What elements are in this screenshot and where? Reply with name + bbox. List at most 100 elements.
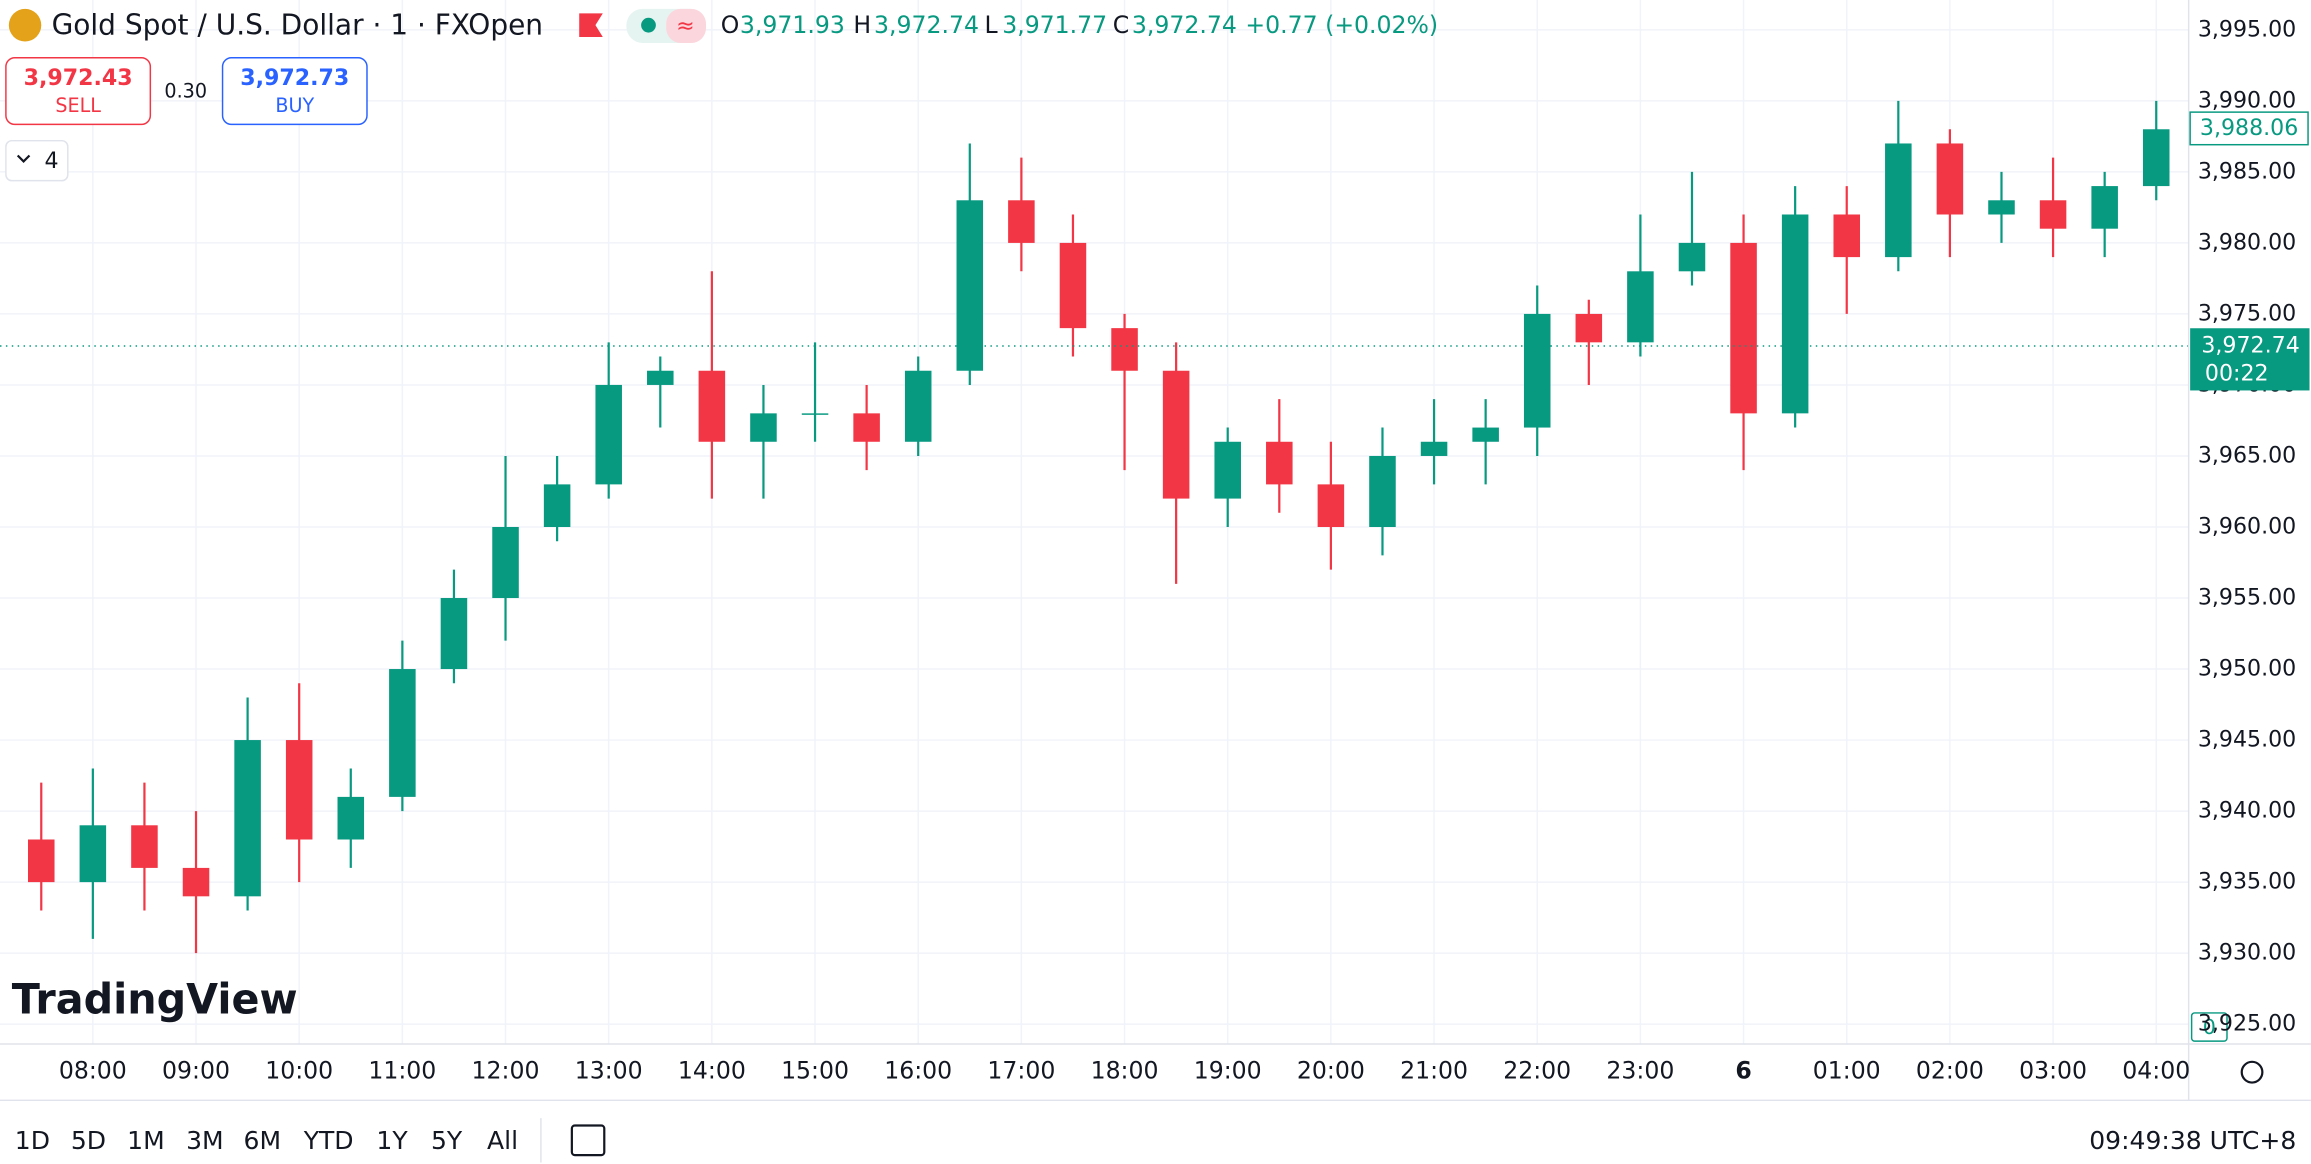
x-tick-label: 02:00 <box>1916 1057 1984 1085</box>
x-tick-label: 14:00 <box>678 1057 746 1085</box>
buy-price[interactable]: 3,972.73 <box>240 65 349 91</box>
range-button[interactable]: All <box>487 1126 518 1155</box>
y-tick-label: 3,980.00 <box>2198 229 2296 255</box>
sell-price[interactable]: 3,972.43 <box>24 65 133 91</box>
market-dot <box>641 17 656 33</box>
x-tick-label: 22:00 <box>1503 1057 1571 1085</box>
candle-body <box>440 598 468 670</box>
buy-box[interactable] <box>221 57 368 126</box>
x-tick-label: 21:00 <box>1400 1057 1468 1085</box>
ohlc-key: H <box>853 11 871 39</box>
y-tick-label: 3,930.00 <box>2198 940 2296 966</box>
buy-button[interactable]: 3,972.73 BUY <box>221 57 368 126</box>
candle-body <box>28 839 55 883</box>
x-tick-label: 18:00 <box>1091 1057 1159 1085</box>
range-button[interactable]: 1M <box>127 1126 165 1155</box>
sell-label[interactable]: SELL <box>55 94 101 117</box>
candle-body <box>750 413 777 442</box>
last-price-tag <box>2190 328 2310 391</box>
buy-label[interactable]: BUY <box>275 94 314 117</box>
candle-body <box>1730 242 1757 414</box>
y-tick-label: 3,940.00 <box>2198 798 2296 824</box>
settings-icon[interactable] <box>2240 1060 2264 1084</box>
candle-body <box>492 526 519 599</box>
status-icon: ≈ <box>676 13 695 39</box>
clock: 09:49:38 UTC+8 <box>2089 1126 2296 1155</box>
ohlc-value: 3,971.93 <box>740 11 845 39</box>
x-tick-label: 10:00 <box>265 1057 333 1085</box>
ohlc-value: 3,972.74 <box>1132 11 1237 39</box>
symbol-icon <box>8 8 42 42</box>
x-tick-label: 09:00 <box>162 1057 230 1085</box>
x-tick-label: 03:00 <box>2019 1057 2087 1085</box>
candle-body <box>2091 186 2118 229</box>
candle-body <box>1833 214 1861 258</box>
y-tick-label: 3,955.00 <box>2198 584 2296 610</box>
ohlc-key: O <box>721 11 740 39</box>
x-tick-label: 13:00 <box>575 1057 643 1085</box>
ohlc-value: 3,971.77 <box>1002 11 1107 39</box>
x-tick-label: 01:00 <box>1813 1057 1881 1085</box>
range-button[interactable]: 5D <box>71 1126 106 1155</box>
y-tick-label: 3,945.00 <box>2198 727 2296 753</box>
candle-body <box>1059 242 1087 329</box>
ohlc-value: 3,972.74 <box>874 11 979 39</box>
y-tick-label: 3,985.00 <box>2198 158 2296 184</box>
candle-body <box>1575 313 1603 343</box>
candle-body <box>2039 200 2067 229</box>
y-tick-label: 3,950.00 <box>2198 656 2296 682</box>
x-tick-label: 04:00 <box>2122 1057 2190 1085</box>
candle-body <box>853 413 880 442</box>
candle-body <box>647 370 674 385</box>
x-tick-label: 23:00 <box>1606 1057 1674 1085</box>
ohlc-key: C <box>1113 11 1129 39</box>
logo: TradingView <box>12 976 298 1024</box>
y-tick-label: 3,935.00 <box>2198 869 2296 895</box>
spread: 0.30 <box>164 79 207 102</box>
candle-body <box>2142 129 2170 187</box>
x-tick-label: 20:00 <box>1297 1057 1365 1085</box>
volume-label: 0 <box>2203 1015 2216 1039</box>
candle-body <box>1317 484 1345 527</box>
last-price-label: 3,972.74 <box>2201 332 2299 358</box>
candle-body <box>131 825 158 868</box>
candle-body <box>79 825 107 883</box>
symbol-title: Gold Spot / U.S. Dollar · 1 · FXOpen <box>52 9 543 42</box>
indicator-count[interactable]: 4 <box>45 148 59 174</box>
range-button[interactable]: 5Y <box>431 1126 463 1155</box>
high-marker-tag <box>2189 111 2309 146</box>
candle-body <box>1885 143 1912 258</box>
high-marker-label: 3,988.06 <box>2200 115 2298 141</box>
sell-box[interactable] <box>5 57 152 126</box>
countdown: 00:22 <box>2205 361 2269 387</box>
candle-body <box>1369 455 1396 527</box>
candle-body <box>1008 200 1035 243</box>
range-button[interactable]: 1D <box>15 1126 50 1155</box>
x-tick-label: 19:00 <box>1194 1057 1262 1085</box>
candle-body <box>595 384 622 485</box>
candle-body <box>1627 271 1654 343</box>
candle-body <box>234 740 261 897</box>
range-button[interactable]: 6M <box>244 1126 282 1155</box>
range-button[interactable]: 3M <box>186 1126 224 1155</box>
range-button[interactable]: 1Y <box>376 1126 408 1155</box>
y-tick-label: 3,965.00 <box>2198 442 2296 468</box>
y-tick-label: 3,975.00 <box>2198 300 2296 326</box>
x-tick-label: 08:00 <box>59 1057 127 1085</box>
candle-body <box>956 200 984 371</box>
y-tick-label: 3,995.00 <box>2198 16 2296 42</box>
x-tick-label: 6 <box>1735 1057 1751 1085</box>
indicator-toggle[interactable] <box>5 139 69 182</box>
range-button[interactable]: YTD <box>303 1126 354 1155</box>
volume-tag <box>2190 1012 2228 1042</box>
y-tick-label: 3,925.00 <box>2198 1011 2296 1037</box>
status-pill <box>666 8 706 43</box>
y-tick-label: 3,990.00 <box>2198 87 2296 113</box>
chevron[interactable] <box>16 154 31 163</box>
date-range-icon[interactable] <box>570 1124 606 1157</box>
candle-body <box>1420 441 1448 456</box>
sell-button[interactable]: 3,972.43 SELL <box>5 57 152 126</box>
candle-body <box>801 413 829 415</box>
